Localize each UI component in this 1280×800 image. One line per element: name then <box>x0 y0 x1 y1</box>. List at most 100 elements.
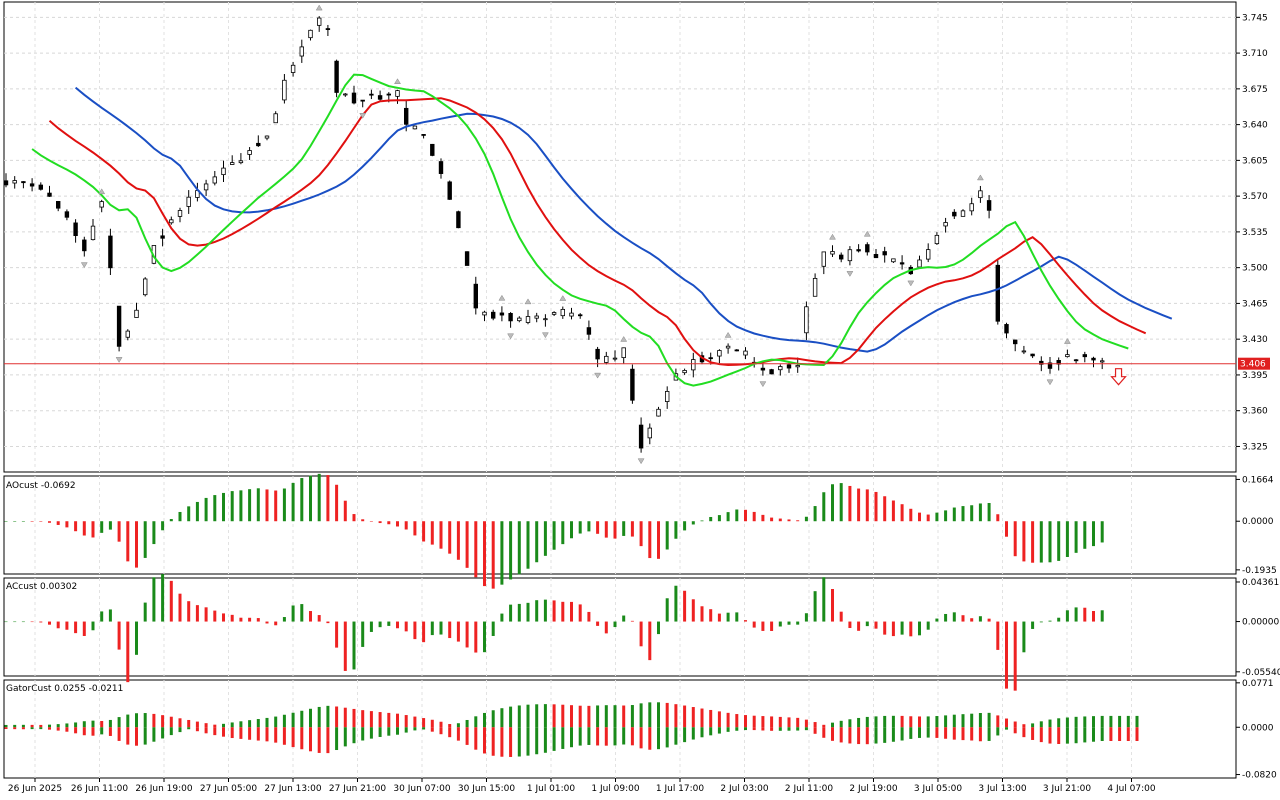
candle-body <box>917 259 922 268</box>
gator-up-bar <box>117 717 121 728</box>
gator-up-bar <box>65 723 69 728</box>
ao-bar <box>91 521 95 538</box>
ac-bar <box>874 621 878 629</box>
ao-bar <box>1022 521 1026 562</box>
ao-bar <box>361 519 365 522</box>
gator-down-bar <box>413 727 417 731</box>
gator-up-bar <box>422 718 426 728</box>
ac-bar <box>195 605 199 622</box>
x-tick-label: 27 Jun 05:00 <box>200 784 257 794</box>
sell-arrow-icon <box>1110 368 1127 386</box>
ao-bar <box>552 521 556 550</box>
candle-body <box>12 180 17 184</box>
gator-up-bar <box>187 719 191 728</box>
gator-up-bar <box>613 705 617 728</box>
candle-body <box>221 167 226 176</box>
gator-down-bar <box>1065 727 1069 744</box>
x-tick-label: 1 Jul 09:00 <box>591 784 640 794</box>
gator-up-bar <box>509 706 513 728</box>
ao-bar <box>596 521 600 534</box>
gator-down-bar <box>891 727 895 742</box>
time-axis-labels: 26 Jun 2025 26 Jun 11:00 26 Jun 19:00 27 Ju… <box>8 778 1156 794</box>
price-candles <box>3 16 1105 453</box>
ac-bar <box>483 621 486 653</box>
ao-bar <box>291 482 295 522</box>
gator-up-bar <box>343 707 347 728</box>
gator-down-bar <box>570 727 573 748</box>
current-price-tag: 3.406 <box>1238 357 1270 370</box>
x-tick-label: 26 Jun 19:00 <box>135 784 192 794</box>
gator-down-bar <box>4 727 8 729</box>
fractal-down-icon <box>846 271 854 277</box>
ao-bar <box>822 492 826 522</box>
ao-bar <box>178 511 182 522</box>
fractal-up-icon <box>863 230 871 237</box>
gator-down-bar <box>1109 727 1113 742</box>
ao-bar <box>369 521 373 522</box>
ac-bar <box>726 612 730 622</box>
ac-bar <box>300 604 304 622</box>
fractal-up-icon <box>559 295 567 301</box>
fractal-down-icon <box>115 357 123 363</box>
ac-bar <box>282 617 286 622</box>
gator-down-bar <box>491 727 495 756</box>
ac-bar <box>1022 621 1026 653</box>
ac-bar <box>987 618 991 622</box>
ao-bar <box>343 500 347 522</box>
ac-bar <box>178 593 182 622</box>
ac-bar <box>413 621 417 640</box>
ao-bar <box>222 492 225 522</box>
ao-bar <box>865 489 869 522</box>
ac-bar <box>787 621 791 625</box>
candle-body <box>986 200 992 211</box>
gator-up-bar <box>630 705 634 728</box>
candle-body <box>38 184 43 190</box>
ao-bar <box>900 504 904 522</box>
gator-up-bar <box>361 710 365 728</box>
ac-bar <box>13 621 17 623</box>
candle-body <box>856 249 861 252</box>
gator-up-bar <box>161 715 165 728</box>
gator-up-bar <box>335 706 339 728</box>
candle-body <box>247 150 252 155</box>
gator-down-bar <box>970 727 974 741</box>
ac-bar <box>717 613 721 622</box>
candle-body <box>456 211 461 229</box>
fractal-down-icon <box>759 381 767 388</box>
candle-body <box>142 278 148 296</box>
x-tick-label: 4 Jul 07:00 <box>1107 784 1156 794</box>
ao-bar <box>439 521 443 549</box>
ao-bar <box>1092 521 1095 547</box>
ao-bar <box>587 521 591 532</box>
gator-up-bar <box>30 724 34 728</box>
ao-bar <box>509 521 513 580</box>
candle-body <box>412 125 418 130</box>
y-tick-label: 3.325 <box>1242 442 1268 452</box>
fractal-down-icon <box>507 333 515 340</box>
candle-body <box>847 249 853 262</box>
ao-bar <box>65 521 69 528</box>
gator-up-bar <box>256 719 260 728</box>
gator-up-bar <box>413 716 417 728</box>
ac-bar <box>378 621 382 628</box>
gator-up-bar <box>100 720 104 728</box>
candle-body <box>934 234 940 245</box>
gator-up-bar <box>865 716 869 728</box>
candle-body <box>786 364 792 369</box>
ao-bar <box>517 521 521 575</box>
candle-body <box>334 60 339 93</box>
y-tick-label: 3.605 <box>1242 156 1268 166</box>
ac-bar <box>335 621 339 648</box>
gator-up-bar <box>1109 715 1113 728</box>
fractal-arrows <box>80 4 1071 465</box>
gator-down-bar <box>248 727 252 740</box>
ac-bar <box>665 598 669 622</box>
ao-bar <box>1083 521 1087 549</box>
candle-body <box>490 311 496 319</box>
gator-up-bar <box>404 715 408 728</box>
ac-bar <box>561 601 565 622</box>
gator-down-bar <box>483 727 486 754</box>
ac-bar <box>744 620 747 622</box>
ao-bar <box>483 521 486 587</box>
gator-up-bar <box>300 710 304 728</box>
